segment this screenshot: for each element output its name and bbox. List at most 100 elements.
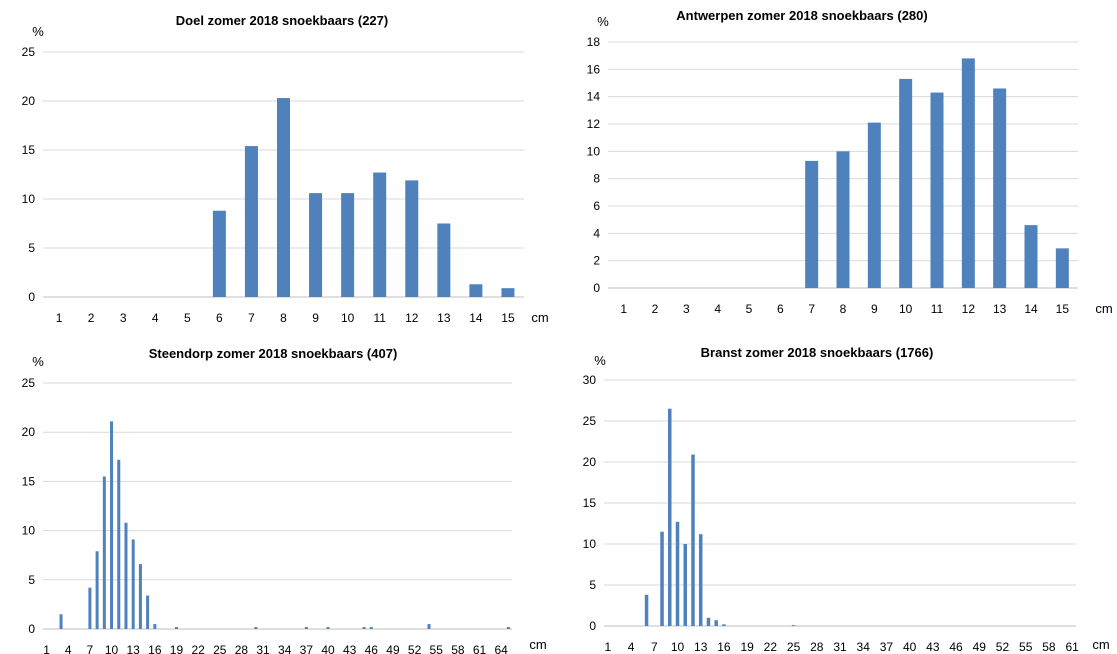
chart-3-y-tick-label: 20 bbox=[583, 455, 597, 469]
chart-steendorp: 0 5 10 15 20 25 1 4 7 10 13 16 19 22 25 28 31 34 37 40 43 46 4… bbox=[0, 327, 558, 654]
chart-3-bar bbox=[675, 521, 680, 626]
chart-3-x-tick-label: 22 bbox=[764, 640, 778, 654]
chart-0-bar bbox=[469, 284, 483, 297]
chart-1-x-tick-label: 11 bbox=[931, 302, 944, 316]
chart-3-x-tick-label: 16 bbox=[717, 640, 731, 654]
chart-0-x-tick-label: 14 bbox=[469, 311, 483, 325]
chart-2-bar bbox=[59, 614, 63, 629]
chart-1-title: Antwerpen zomer 2018 snoekbaars (280) bbox=[676, 8, 927, 23]
chart-3-x-tick-label: 46 bbox=[949, 640, 963, 654]
chart-2-y-tick-label: 0 bbox=[28, 622, 35, 636]
chart-3-x-tick-label: 13 bbox=[694, 640, 708, 654]
chart-1-y-tick-label: 14 bbox=[587, 90, 601, 104]
chart-1-x-tick-label: 2 bbox=[652, 302, 659, 316]
chart-1-x-tick-label: 9 bbox=[871, 302, 878, 316]
chart-2-x-tick-label: 64 bbox=[494, 643, 508, 654]
chart-2-bar bbox=[110, 421, 114, 629]
chart-0-bar bbox=[341, 193, 355, 297]
chart-3-y-tick-label: 30 bbox=[583, 373, 597, 387]
chart-3-x-tick-label: 49 bbox=[973, 640, 987, 654]
chart-1-x-tick-label: 10 bbox=[899, 302, 913, 316]
chart-1-x-tick-label: 15 bbox=[1056, 302, 1070, 316]
chart-0-x-tick-label: 6 bbox=[216, 311, 223, 325]
chart-2-x-tick-label: 16 bbox=[148, 643, 162, 654]
chart-3-bar bbox=[683, 544, 687, 626]
chart-1-y-tick-label: 10 bbox=[587, 144, 601, 158]
chart-0-bar bbox=[437, 223, 451, 297]
chart-0-x-tick-label: 3 bbox=[120, 311, 127, 325]
chart-steendorp-svg: 0 5 10 15 20 25 1 4 7 10 13 16 19 22 25 28 31 34 37 40 43 46 4… bbox=[22, 346, 547, 654]
chart-1-bar bbox=[1024, 225, 1038, 288]
chart-3-bar bbox=[644, 594, 649, 626]
chart-2-bar bbox=[153, 624, 157, 629]
chart-2-x-tick-label: 61 bbox=[473, 643, 487, 654]
chart-1-x-tick-label: 3 bbox=[683, 302, 690, 316]
chart-2-y-tick-label: 20 bbox=[22, 425, 36, 439]
chart-2-y-label: % bbox=[32, 354, 44, 369]
chart-antwerpen: 0 2 4 6 8 10 12 14 16 18 1 2 3 4 5 6 7 8 9 10 11 12 13 14 15 Antw… bbox=[558, 0, 1117, 327]
chart-1-y-tick-label: 2 bbox=[593, 254, 600, 268]
chart-2-bar bbox=[326, 627, 330, 629]
chart-0-bar bbox=[244, 146, 258, 297]
chart-1-x-tick-label: 4 bbox=[714, 302, 721, 316]
chart-3-y-tick-label: 10 bbox=[583, 537, 597, 551]
chart-3-y-label: % bbox=[594, 353, 606, 368]
chart-2-x-tick-label: 25 bbox=[213, 643, 227, 654]
chart-0-y-tick-label: 10 bbox=[22, 192, 36, 206]
chart-0-x-tick-label: 12 bbox=[405, 311, 419, 325]
chart-2-bar bbox=[88, 587, 92, 629]
chart-3-x-tick-label: 19 bbox=[740, 640, 754, 654]
chart-1-y-tick-label: 0 bbox=[593, 281, 600, 295]
chart-2-bar bbox=[95, 551, 99, 629]
chart-3-x-tick-label: 31 bbox=[833, 640, 847, 654]
chart-3-bar bbox=[714, 620, 718, 626]
chart-0-y-tick-label: 15 bbox=[22, 143, 36, 157]
chart-2-x-tick-label: 58 bbox=[451, 643, 465, 654]
chart-1-bar bbox=[867, 122, 881, 288]
chart-3-y-tick-label: 5 bbox=[589, 578, 596, 592]
chart-2-x-tick-label: 13 bbox=[127, 643, 141, 654]
chart-2-x-tick-label: 49 bbox=[386, 643, 400, 654]
chart-doel: 0 5 10 15 20 25 1 2 3 4 5 6 7 8 9 10 11 12 13 14 15 Doel zome… bbox=[0, 0, 558, 327]
chart-3-x-tick-label: 25 bbox=[787, 640, 801, 654]
chart-1-x-tick-label: 12 bbox=[962, 302, 976, 316]
chart-1-bar bbox=[930, 92, 944, 288]
chart-2-x-tick-label: 43 bbox=[343, 643, 357, 654]
chart-2-x-tick-label: 37 bbox=[300, 643, 314, 654]
chart-1-x-tick-label: 7 bbox=[808, 302, 815, 316]
chart-0-x-label: cm bbox=[531, 310, 548, 325]
chart-3-bar bbox=[668, 408, 672, 626]
chart-2-x-tick-label: 55 bbox=[430, 643, 444, 654]
chart-3-x-tick-label: 7 bbox=[651, 640, 658, 654]
chart-3-bar bbox=[691, 454, 695, 626]
chart-3-title: Branst zomer 2018 snoekbaars (1766) bbox=[701, 345, 934, 360]
chart-0-x-tick-label: 11 bbox=[373, 311, 386, 325]
chart-0-bar bbox=[309, 193, 323, 297]
chart-3-x-tick-label: 28 bbox=[810, 640, 824, 654]
chart-2-x-tick-label: 7 bbox=[87, 643, 94, 654]
chart-0-x-tick-label: 5 bbox=[184, 311, 191, 325]
chart-0-bar bbox=[405, 180, 419, 297]
chart-3-y-tick-label: 0 bbox=[589, 619, 596, 633]
chart-3-x-tick-label: 1 bbox=[605, 640, 612, 654]
chart-2-y-tick-label: 10 bbox=[22, 524, 36, 538]
chart-2-x-tick-label: 4 bbox=[65, 643, 72, 654]
chart-3-x-tick-label: 55 bbox=[1019, 640, 1033, 654]
chart-1-bar bbox=[1055, 248, 1069, 288]
chart-2-bar bbox=[117, 459, 121, 629]
chart-0-bar bbox=[277, 98, 290, 297]
chart-0-x-tick-label: 8 bbox=[280, 311, 287, 325]
chart-1-x-tick-label: 5 bbox=[746, 302, 753, 316]
chart-2-bar bbox=[131, 539, 135, 629]
chart-2-x-tick-label: 52 bbox=[408, 643, 422, 654]
chart-3-bar bbox=[660, 531, 664, 626]
chart-2-bar bbox=[362, 627, 366, 629]
chart-1-y-tick-label: 8 bbox=[593, 172, 600, 186]
chart-0-x-tick-label: 4 bbox=[152, 311, 159, 325]
chart-0-x-tick-label: 1 bbox=[56, 311, 63, 325]
chart-1-bar bbox=[836, 151, 850, 288]
chart-branst: 0 5 10 15 20 25 30 1 4 7 10 13 16 19 22 25 28 31 34 37 40 43 4… bbox=[558, 327, 1117, 654]
chart-3-x-tick-label: 61 bbox=[1065, 640, 1079, 654]
